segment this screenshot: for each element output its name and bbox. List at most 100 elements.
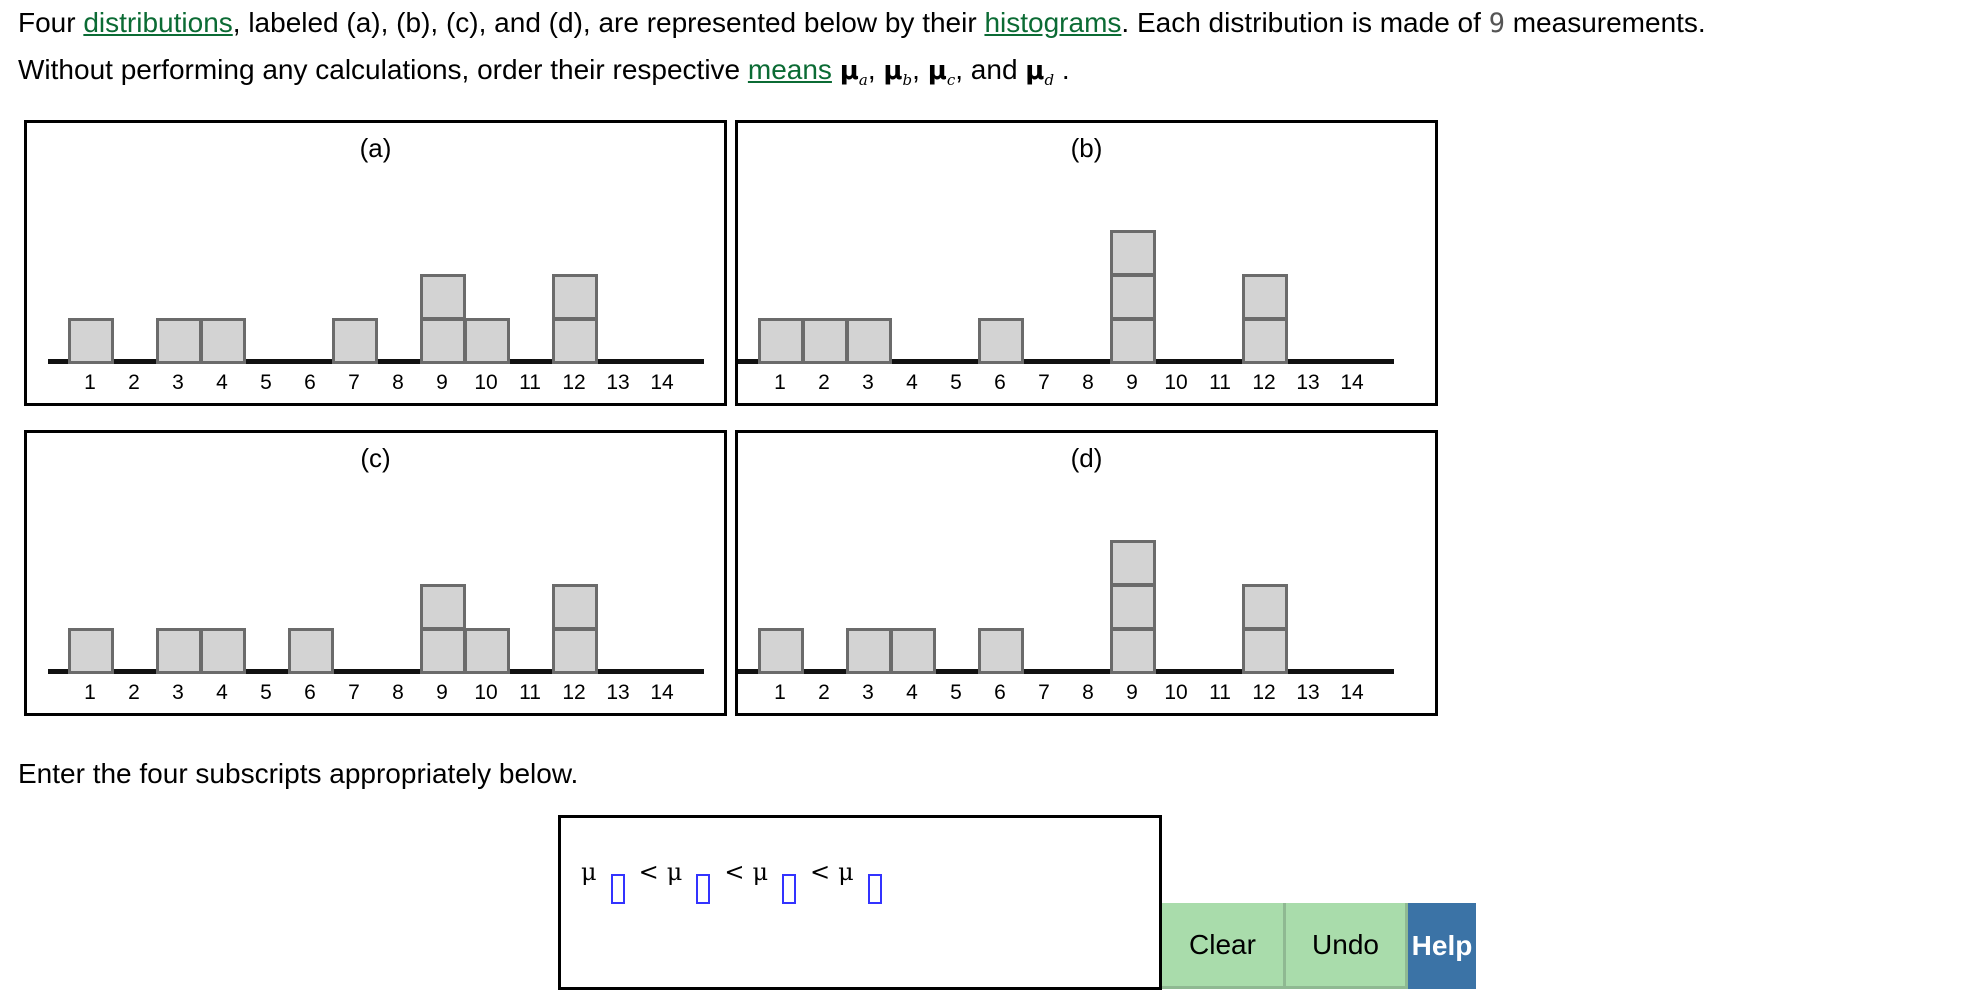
mu-b: μb <box>883 56 912 89</box>
mu-symbol: μ <box>883 56 903 86</box>
histogram-block <box>68 628 114 674</box>
less-than-symbol: < <box>724 858 745 886</box>
answer-slot-1[interactable] <box>610 874 625 904</box>
text: , labeled (a), (b), (c), and (d), are re… <box>232 7 985 38</box>
x-tick-label: 6 <box>994 681 1006 704</box>
mu-d: μd <box>1025 56 1055 90</box>
text: Four <box>18 7 84 38</box>
less-than-symbol: < <box>638 858 659 886</box>
text: . <box>1054 54 1070 85</box>
x-tick-label: 7 <box>348 371 360 394</box>
question-line-1: Four distributions, labeled (a), (b), (c… <box>18 6 1706 41</box>
x-tick-label: 12 <box>1252 371 1276 394</box>
x-tick-label: 7 <box>348 681 360 704</box>
histogram-block <box>420 628 466 674</box>
x-tick-label: 11 <box>519 681 541 704</box>
x-tick-label: 11 <box>1209 371 1231 394</box>
x-tick-label: 12 <box>562 681 586 704</box>
histogram-block <box>978 628 1024 674</box>
x-tick-label: 9 <box>1126 371 1138 394</box>
answer-slot-2[interactable] <box>696 874 711 904</box>
x-tick-label: 10 <box>474 681 498 704</box>
x-tick-label: 1 <box>774 681 786 704</box>
x-tick-label: 11 <box>519 371 541 394</box>
answer-slot-3[interactable] <box>782 874 797 904</box>
undo-button[interactable]: Undo <box>1286 903 1408 989</box>
subscript-a: a <box>858 71 868 90</box>
histogram-block <box>420 274 466 320</box>
mu-a: μa <box>839 56 868 90</box>
histogram-block <box>200 628 246 674</box>
text: , and <box>955 54 1026 85</box>
help-button[interactable]: Help <box>1408 903 1476 989</box>
means-link[interactable]: means <box>747 54 832 85</box>
measurement-count: 9 <box>1488 8 1505 39</box>
mu-symbol: μ <box>839 56 859 86</box>
x-tick-label: 6 <box>304 681 316 704</box>
x-tick-label: 1 <box>774 371 786 394</box>
instruction-text: Enter the four subscripts appropriately … <box>18 758 579 789</box>
x-tick-label: 3 <box>862 371 874 394</box>
histogram-block <box>1242 274 1288 320</box>
x-tick-label: 10 <box>474 371 498 394</box>
histogram-b: (b) 1 2 3 4 5 6 7 8 9 10 11 12 13 14 <box>735 120 1438 406</box>
mu-symbol: μ <box>838 858 854 886</box>
x-tick-label: 3 <box>172 681 184 704</box>
histogram-block <box>1242 584 1288 630</box>
x-tick-label: 13 <box>1296 681 1320 704</box>
answer-slot-4[interactable] <box>867 874 882 904</box>
histogram-block <box>1242 628 1288 674</box>
histogram-block <box>420 318 466 364</box>
histogram-block <box>552 584 598 630</box>
x-tick-label: 1 <box>84 681 96 704</box>
question-line-2: Without performing any calculations, ord… <box>18 53 1070 97</box>
clear-button[interactable]: Clear <box>1162 903 1286 989</box>
histogram-block <box>846 628 892 674</box>
x-tick-label: 10 <box>1164 681 1188 704</box>
x-tick-label: 2 <box>128 371 140 394</box>
x-tick-label: 2 <box>818 371 830 394</box>
text: measurements. <box>1504 7 1706 38</box>
histogram-block <box>420 584 466 630</box>
histogram-block <box>1110 540 1156 586</box>
mu-symbol: μ <box>1025 56 1045 86</box>
x-tick-label: 14 <box>650 681 674 704</box>
histogram-block <box>758 318 804 364</box>
x-tick-label: 9 <box>1126 681 1138 704</box>
histogram-block <box>552 318 598 364</box>
histogram-block <box>68 318 114 364</box>
x-tick-label: 5 <box>950 371 962 394</box>
mu-symbol: μ <box>752 858 769 886</box>
x-axis-line <box>738 669 1394 674</box>
x-tick-label: 5 <box>260 681 272 704</box>
histogram-title: (a) <box>359 133 392 163</box>
x-tick-label: 8 <box>392 681 404 704</box>
histograms-link[interactable]: histograms <box>984 7 1122 38</box>
less-than-symbol: < <box>810 858 831 886</box>
x-tick-label: 5 <box>260 371 272 394</box>
x-tick-label: 9 <box>436 371 448 394</box>
x-tick-label: 14 <box>1340 371 1364 394</box>
histogram-block <box>802 318 848 364</box>
histogram-block <box>1242 318 1288 364</box>
mu-symbol: μ <box>666 858 683 886</box>
x-tick-label: 7 <box>1038 681 1050 704</box>
histogram-block <box>464 628 510 674</box>
distributions-link[interactable]: distributions <box>83 7 233 38</box>
text: Without performing any calculations, ord… <box>18 54 748 85</box>
x-tick-label: 9 <box>436 681 448 704</box>
mu-symbol: μ <box>927 56 947 86</box>
histogram-block <box>1110 318 1156 364</box>
x-tick-label: 14 <box>650 371 674 394</box>
histogram-block <box>1110 628 1156 674</box>
x-tick-label: 3 <box>862 681 874 704</box>
histogram-block <box>288 628 334 674</box>
histogram-block <box>464 318 510 364</box>
subscript-d: d <box>1044 71 1055 90</box>
histogram-block <box>1110 274 1156 320</box>
answer-box[interactable]: μ < μ < μ < μ <box>558 815 1162 990</box>
x-tick-label: 4 <box>906 681 918 704</box>
histogram-title: (b) <box>1070 133 1103 163</box>
x-tick-label: 4 <box>216 371 228 394</box>
x-tick-label: 2 <box>818 681 830 704</box>
